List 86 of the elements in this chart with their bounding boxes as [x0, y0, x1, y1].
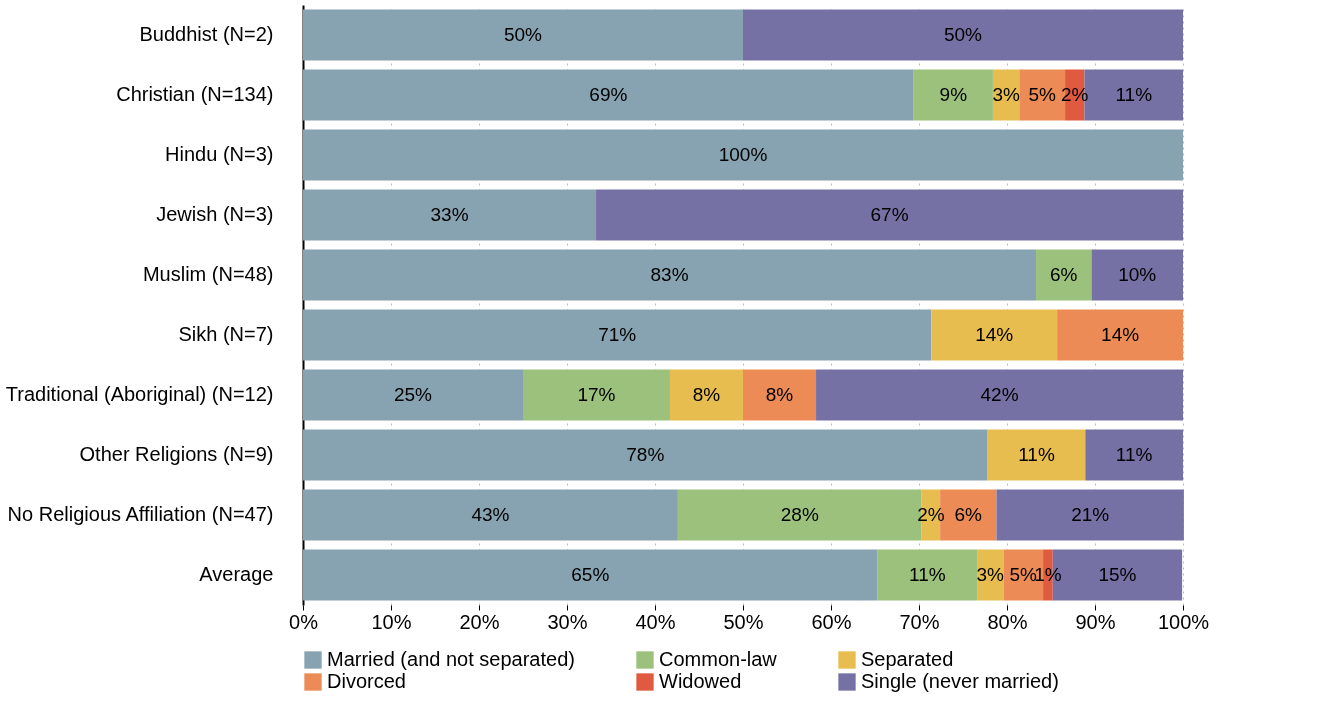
data-label: 2%	[917, 504, 945, 525]
bar	[1091, 249, 1183, 301]
data-label: 42%	[980, 384, 1019, 405]
data-label: 50%	[943, 24, 983, 45]
x-tick-label: 20%	[459, 610, 500, 633]
x-tick-label: 70%	[899, 610, 940, 633]
bar	[303, 489, 678, 541]
data-label: 83%	[650, 264, 689, 285]
bar	[523, 369, 670, 421]
bar	[1036, 249, 1092, 301]
y-tick-label: Average	[199, 563, 274, 585]
data-label: 6%	[1050, 264, 1078, 285]
bar	[303, 129, 1183, 181]
data-label: 78%	[626, 444, 665, 465]
bar	[303, 249, 1037, 301]
bar	[303, 429, 988, 481]
data-label: 3%	[976, 564, 1005, 585]
data-label: 9%	[939, 84, 968, 105]
data-label: 69%	[589, 84, 628, 105]
data-label: 2%	[1061, 84, 1089, 105]
legend-label: Common-law	[659, 648, 778, 670]
y-tick-label: Jewish (N=3)	[156, 203, 274, 225]
data-label: 3%	[992, 84, 1020, 105]
data-label: 25%	[393, 384, 433, 405]
x-tick-label: 60%	[811, 610, 852, 633]
data-label: 11%	[1115, 444, 1153, 465]
legend-label: Single (never married)	[861, 670, 1059, 692]
legend-label: Separated	[861, 648, 954, 670]
data-label: 65%	[571, 564, 610, 585]
bar	[1085, 429, 1183, 481]
data-label: 17%	[577, 384, 616, 405]
y-tick-label: Hindu (N=3)	[165, 143, 274, 165]
x-tick-label: 90%	[1075, 610, 1116, 633]
y-tick-label: Traditional (Aboriginal) (N=12)	[5, 383, 274, 405]
data-label: 43%	[471, 504, 510, 525]
data-label: 15%	[1098, 564, 1137, 585]
data-label: 10%	[1118, 264, 1157, 285]
y-tick-label: Buddhist (N=2)	[139, 23, 274, 45]
bar	[816, 369, 1183, 421]
data-label: 50%	[503, 24, 543, 45]
y-tick-label: No Religious Affiliation (N=47)	[7, 503, 274, 525]
x-tick-label: 100%	[1157, 610, 1210, 633]
bar	[596, 189, 1183, 241]
bar	[303, 549, 878, 601]
data-label: 21%	[1071, 504, 1110, 525]
data-label: 71%	[598, 324, 637, 345]
y-tick-label: Christian (N=134)	[116, 83, 274, 105]
bar	[913, 69, 993, 121]
y-tick-label: Other Religions (N=9)	[79, 443, 274, 465]
x-tick-label: 30%	[547, 610, 588, 633]
bar	[303, 9, 743, 61]
legend-label: Widowed	[659, 670, 742, 692]
data-label: 14%	[975, 324, 1014, 345]
data-label: 11%	[1018, 444, 1055, 465]
x-tick-label: 50%	[723, 610, 764, 633]
bar	[743, 369, 817, 421]
data-label: 5%	[1028, 84, 1057, 105]
data-label: 67%	[870, 204, 909, 225]
bar	[303, 309, 932, 361]
legend-label: Married (and not separated)	[327, 648, 575, 670]
y-tick-label: Sikh (N=7)	[178, 323, 274, 345]
data-label: 11%	[909, 564, 946, 585]
legend-label: Divorced	[327, 670, 406, 692]
bar	[303, 69, 914, 121]
x-tick-label: 40%	[635, 610, 676, 633]
data-label: 8%	[692, 384, 721, 405]
bar	[669, 369, 743, 421]
data-label: 33%	[430, 204, 469, 225]
bar	[743, 9, 1183, 61]
bar	[996, 489, 1184, 541]
data-label: 8%	[765, 384, 794, 405]
data-label: 14%	[1101, 324, 1140, 345]
data-label: 100%	[718, 144, 768, 165]
data-label: 28%	[780, 504, 819, 525]
x-tick-label: 0%	[289, 610, 319, 633]
bar	[1057, 309, 1183, 361]
bar	[877, 549, 978, 601]
x-tick-label: 10%	[371, 610, 412, 633]
data-label: 6%	[954, 504, 983, 525]
bar	[303, 189, 597, 241]
x-tick-label: 80%	[987, 610, 1028, 633]
data-label: 11%	[1115, 84, 1153, 105]
bar	[931, 309, 1058, 361]
bar	[987, 429, 1086, 481]
y-tick-label: Muslim (N=48)	[142, 263, 274, 285]
bar	[303, 369, 523, 421]
